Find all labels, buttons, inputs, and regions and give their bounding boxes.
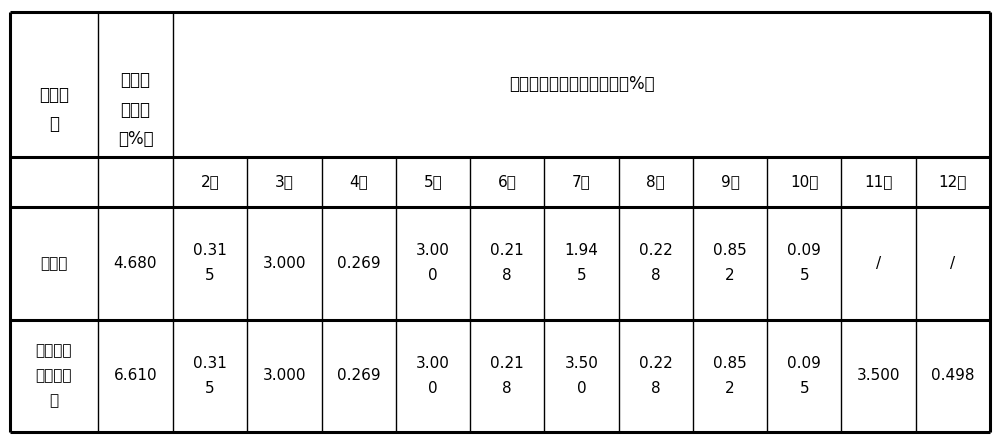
Text: 风管、盘
管、天井
机: 风管、盘 管、天井 机 bbox=[36, 344, 72, 408]
Text: 1.94
5: 1.94 5 bbox=[565, 243, 598, 283]
Text: 3.500: 3.500 bbox=[857, 368, 900, 383]
Text: 4.680: 4.680 bbox=[114, 256, 157, 271]
Text: 3.000: 3.000 bbox=[263, 256, 306, 271]
Text: 0.269: 0.269 bbox=[337, 368, 380, 383]
Text: 柜内机: 柜内机 bbox=[40, 256, 68, 271]
Text: 0.31
5: 0.31 5 bbox=[193, 243, 227, 283]
Text: 5次: 5次 bbox=[424, 174, 442, 190]
Text: 3次: 3次 bbox=[275, 174, 294, 190]
Text: 总谐波
畸变率
（%）: 总谐波 畸变率 （%） bbox=[118, 71, 153, 148]
Text: 0.85
2: 0.85 2 bbox=[713, 356, 747, 396]
Text: 0.22
8: 0.22 8 bbox=[639, 356, 673, 396]
Text: /: / bbox=[950, 256, 955, 271]
Text: /: / bbox=[876, 256, 881, 271]
Text: 3.00
0: 3.00 0 bbox=[416, 243, 450, 283]
Text: 3.00
0: 3.00 0 bbox=[416, 356, 450, 396]
Text: 10次: 10次 bbox=[790, 174, 819, 190]
Text: 0.09
5: 0.09 5 bbox=[787, 356, 821, 396]
Text: 0.498: 0.498 bbox=[931, 368, 975, 383]
Text: 6.610: 6.610 bbox=[114, 368, 157, 383]
Text: 11次: 11次 bbox=[864, 174, 893, 190]
Text: 6次: 6次 bbox=[498, 174, 517, 190]
Text: 9次: 9次 bbox=[721, 174, 739, 190]
Text: 12次: 12次 bbox=[939, 174, 967, 190]
Text: 4次: 4次 bbox=[349, 174, 368, 190]
Text: 8次: 8次 bbox=[646, 174, 665, 190]
Text: 电机类
别: 电机类 别 bbox=[39, 86, 69, 133]
Text: 各阶次相对电压谐波含量（%）: 各阶次相对电压谐波含量（%） bbox=[509, 75, 654, 94]
Text: 3.000: 3.000 bbox=[263, 368, 306, 383]
Text: 7次: 7次 bbox=[572, 174, 591, 190]
Text: 0.269: 0.269 bbox=[337, 256, 380, 271]
Text: 0.09
5: 0.09 5 bbox=[787, 243, 821, 283]
Text: 0.21
8: 0.21 8 bbox=[490, 243, 524, 283]
Text: 0.85
2: 0.85 2 bbox=[713, 243, 747, 283]
Text: 0.21
8: 0.21 8 bbox=[490, 356, 524, 396]
Text: 3.50
0: 3.50 0 bbox=[565, 356, 598, 396]
Text: 2次: 2次 bbox=[201, 174, 220, 190]
Text: 0.31
5: 0.31 5 bbox=[193, 356, 227, 396]
Text: 0.22
8: 0.22 8 bbox=[639, 243, 673, 283]
